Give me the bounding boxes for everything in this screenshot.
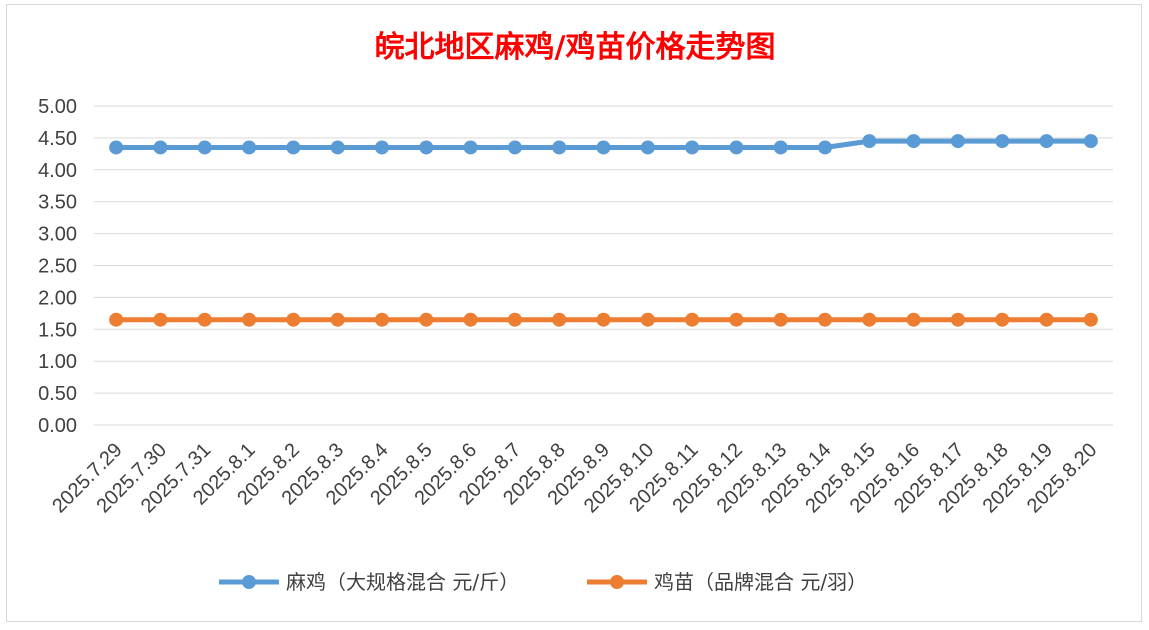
- data-point: [153, 140, 168, 155]
- series-lines: [109, 134, 1098, 327]
- data-point: [552, 140, 567, 155]
- data-point: [729, 140, 744, 155]
- data-point: [773, 312, 788, 327]
- data-point: [330, 312, 345, 327]
- data-point: [906, 312, 921, 327]
- data-point: [862, 312, 877, 327]
- data-point: [862, 134, 877, 149]
- data-point: [286, 140, 301, 155]
- y-tick-label: 3.50: [38, 192, 77, 214]
- data-point: [419, 140, 434, 155]
- y-tick-label: 2.00: [38, 287, 77, 309]
- y-tick-label: 4.50: [38, 128, 77, 150]
- y-tick-label: 0.00: [38, 415, 77, 437]
- data-point: [242, 140, 257, 155]
- data-point: [906, 134, 921, 149]
- data-point: [685, 140, 700, 155]
- legend-item: 麻鸡（大规格混合 元/斤）: [219, 570, 519, 594]
- data-point: [995, 134, 1010, 149]
- data-point: [1039, 134, 1054, 149]
- data-point: [685, 312, 700, 327]
- data-point: [197, 312, 212, 327]
- data-point: [818, 140, 833, 155]
- legend-label: 鸡苗（品牌混合 元/羽）: [654, 570, 867, 594]
- gridlines: [94, 105, 1113, 426]
- legend-swatch-marker: [242, 575, 256, 589]
- data-point: [1083, 312, 1098, 327]
- data-point: [419, 312, 434, 327]
- y-tick-label: 5.00: [38, 96, 77, 118]
- data-point: [729, 312, 744, 327]
- data-point: [950, 134, 965, 149]
- data-point: [640, 140, 655, 155]
- data-point: [950, 312, 965, 327]
- legend: 麻鸡（大规格混合 元/斤） 鸡苗（品牌混合 元/羽）: [219, 570, 867, 594]
- legend-swatch-marker: [610, 575, 624, 589]
- y-tick-label: 0.50: [38, 383, 77, 405]
- data-point: [463, 140, 478, 155]
- data-point: [507, 140, 522, 155]
- y-tick-label: 1.50: [38, 319, 77, 341]
- data-point: [773, 140, 788, 155]
- data-point: [640, 312, 655, 327]
- data-point: [330, 140, 345, 155]
- data-point: [596, 140, 611, 155]
- data-point: [552, 312, 567, 327]
- y-axis-ticks: 0.00 0.50 1.00 1.50 2.00 2.50 3.00 3.50 4.00 4.50…: [38, 96, 77, 437]
- y-tick-label: 2.50: [38, 256, 77, 278]
- x-axis-ticks: 2025.7.292025.7.302025.7.312025.8.12025.…: [48, 439, 1101, 517]
- data-point: [463, 312, 478, 327]
- data-point: [109, 140, 124, 155]
- y-tick-label: 1.00: [38, 351, 77, 373]
- legend-item: 鸡苗（品牌混合 元/羽）: [587, 570, 867, 594]
- y-tick-label: 4.00: [38, 160, 77, 182]
- data-point: [286, 312, 301, 327]
- data-point: [507, 312, 522, 327]
- legend-label: 麻鸡（大规格混合 元/斤）: [286, 570, 519, 594]
- data-point: [1039, 312, 1054, 327]
- data-point: [818, 312, 833, 327]
- data-point: [242, 312, 257, 327]
- chart-frame: 皖北地区麻鸡/鸡苗价格走势图 0.00 0.50 1.00 1.50 2.00 2.50 3…: [6, 4, 1142, 622]
- data-point: [1083, 134, 1098, 149]
- y-tick-label: 3.00: [38, 224, 77, 246]
- data-point: [995, 312, 1010, 327]
- data-point: [374, 312, 389, 327]
- series-1: [109, 134, 1098, 155]
- chart-title: 皖北地区麻鸡/鸡苗价格走势图: [375, 30, 776, 65]
- line-chart: 皖北地区麻鸡/鸡苗价格走势图 0.00 0.50 1.00 1.50 2.00 2.50 3…: [38, 30, 1113, 594]
- data-point: [374, 140, 389, 155]
- data-point: [596, 312, 611, 327]
- series-2: [109, 312, 1098, 327]
- data-point: [153, 312, 168, 327]
- data-point: [197, 140, 212, 155]
- data-point: [109, 312, 124, 327]
